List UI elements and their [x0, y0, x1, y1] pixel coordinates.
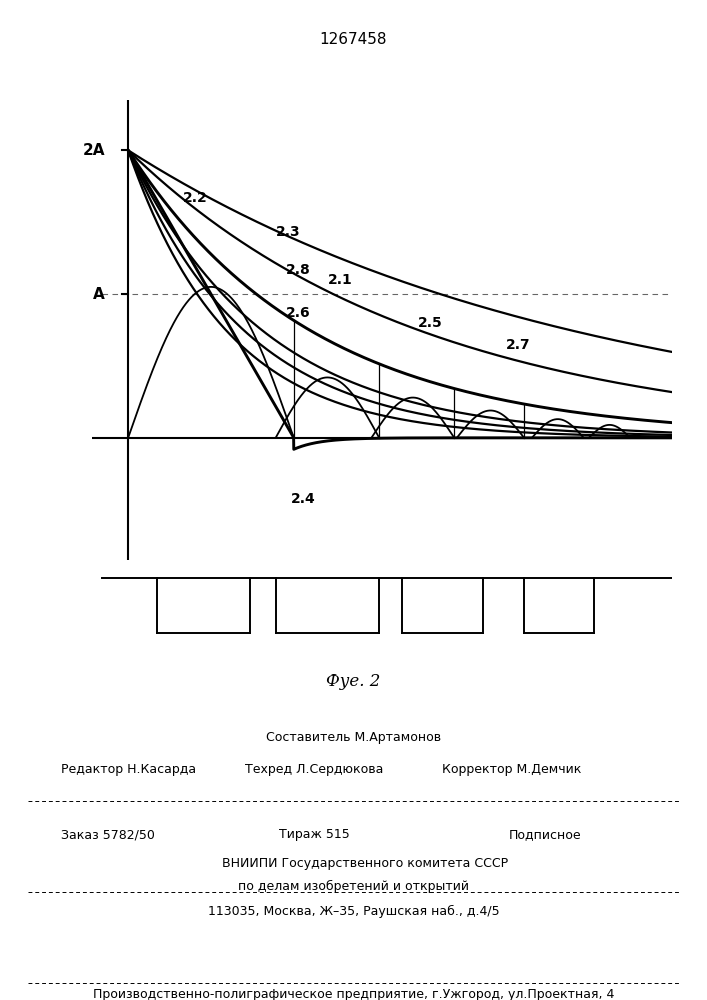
- Text: 113035, Москва, Ж–35, Раушская наб., д.4/5: 113035, Москва, Ж–35, Раушская наб., д.4…: [208, 905, 499, 918]
- Text: Тираж 515: Тираж 515: [279, 828, 350, 841]
- Text: 2A: 2A: [82, 143, 105, 158]
- Text: 2.6: 2.6: [286, 306, 310, 320]
- Text: ВНИИПИ Государственного комитета СССР: ВНИИПИ Государственного комитета СССР: [199, 857, 508, 870]
- Text: Корректор М.Демчик: Корректор М.Демчик: [442, 763, 581, 776]
- Text: Заказ 5782/50: Заказ 5782/50: [61, 828, 155, 841]
- Text: Фуе. 2: Фуе. 2: [327, 672, 380, 690]
- Text: 1267458: 1267458: [320, 32, 387, 47]
- Text: Редактор Н.Касарда: Редактор Н.Касарда: [61, 763, 196, 776]
- Text: A: A: [93, 287, 105, 302]
- Text: Производственно-полиграфическое предприятие, г.Ужгород, ул.Проектная, 4: Производственно-полиграфическое предприя…: [93, 988, 614, 1000]
- Text: 2.2: 2.2: [182, 191, 207, 205]
- Text: по делам изобретений и открытий: по делам изобретений и открытий: [238, 879, 469, 893]
- Text: 2.4: 2.4: [291, 492, 316, 506]
- Text: Подписное: Подписное: [508, 828, 581, 841]
- Text: Составитель М.Артамонов: Составитель М.Артамонов: [266, 731, 441, 744]
- Text: 2.1: 2.1: [327, 273, 352, 287]
- Text: 2.8: 2.8: [286, 263, 311, 277]
- Text: 2.3: 2.3: [276, 225, 300, 239]
- Text: 2.5: 2.5: [418, 316, 443, 330]
- Text: 2.7: 2.7: [506, 338, 531, 352]
- Text: Техред Л.Сердюкова: Техред Л.Сердюкова: [245, 763, 384, 776]
